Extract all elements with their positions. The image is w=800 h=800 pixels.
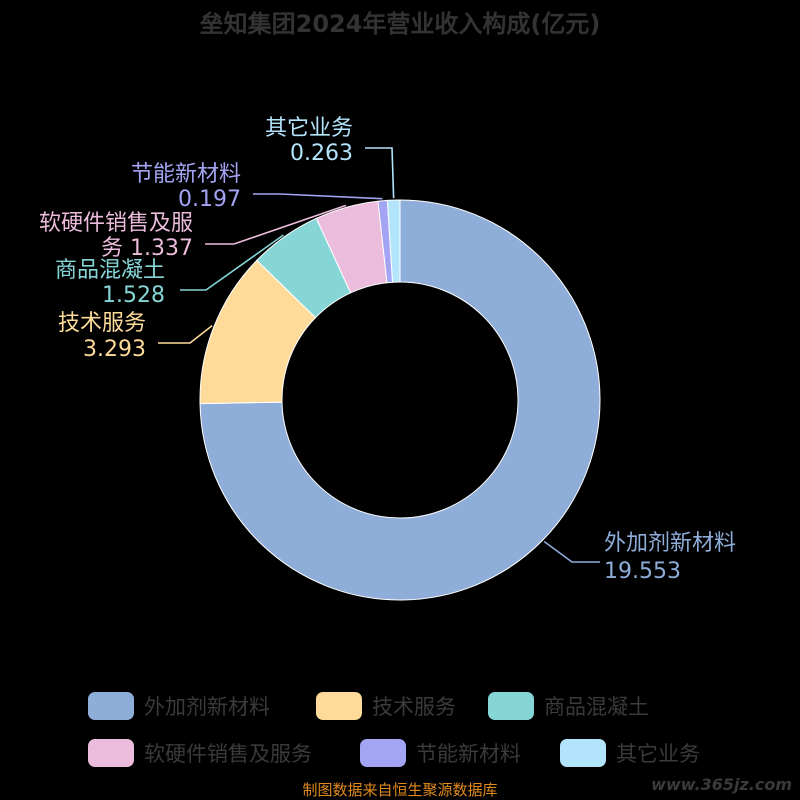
slice-0 xyxy=(199,199,601,601)
legend-item-1: 技术服务 xyxy=(316,692,456,720)
watermark: www.365jz.com xyxy=(651,775,792,794)
legend-item-4: 节能新材料 xyxy=(360,739,521,767)
slices-group xyxy=(199,199,601,601)
legend-label-1: 技术服务 xyxy=(372,695,456,719)
leader-line-0 xyxy=(543,540,600,563)
legend-label-3: 软硬件销售及服务 xyxy=(144,742,312,766)
leader-line-3 xyxy=(205,204,347,245)
legend-item-2: 商品混凝土 xyxy=(488,692,649,720)
legend-swatch-5 xyxy=(560,739,606,767)
data-label-5: 其它业务 0.263 xyxy=(265,116,353,166)
leader-line-2 xyxy=(180,234,284,291)
legend-item-5: 其它业务 xyxy=(560,739,700,767)
data-label-2: 商品混凝土 1.528 xyxy=(55,258,165,308)
legend-swatch-1 xyxy=(316,692,362,720)
legend-swatch-2 xyxy=(488,692,534,720)
slice-5 xyxy=(386,199,401,283)
data-label-3: 软硬件销售及服务 1.337 xyxy=(39,211,193,261)
chart-title: 垒知集团2024年营业收入构成(亿元) xyxy=(200,10,601,38)
source-note: 制图数据来自恒生聚源数据库 xyxy=(302,781,497,799)
legend-label-2: 商品混凝土 xyxy=(544,695,649,719)
leader-line-5 xyxy=(365,147,395,199)
data-label-1: 技术服务 3.293 xyxy=(58,311,146,362)
legend-swatch-3 xyxy=(88,739,134,767)
legend-label-4: 节能新材料 xyxy=(416,742,521,766)
legend-label-5: 其它业务 xyxy=(616,742,700,766)
legend-swatch-0 xyxy=(88,692,134,720)
legend-swatch-4 xyxy=(360,739,406,767)
legend-label-0: 外加剂新材料 xyxy=(144,695,270,719)
data-label-4: 节能新材料 0.197 xyxy=(131,162,241,212)
leader-line-1 xyxy=(158,324,213,344)
legend-item-3: 软硬件销售及服务 xyxy=(88,739,312,767)
legend-item-0: 外加剂新材料 xyxy=(88,692,270,720)
leader-line-4 xyxy=(253,193,383,200)
data-label-0: 外加剂新材料 19.553 xyxy=(604,531,736,584)
